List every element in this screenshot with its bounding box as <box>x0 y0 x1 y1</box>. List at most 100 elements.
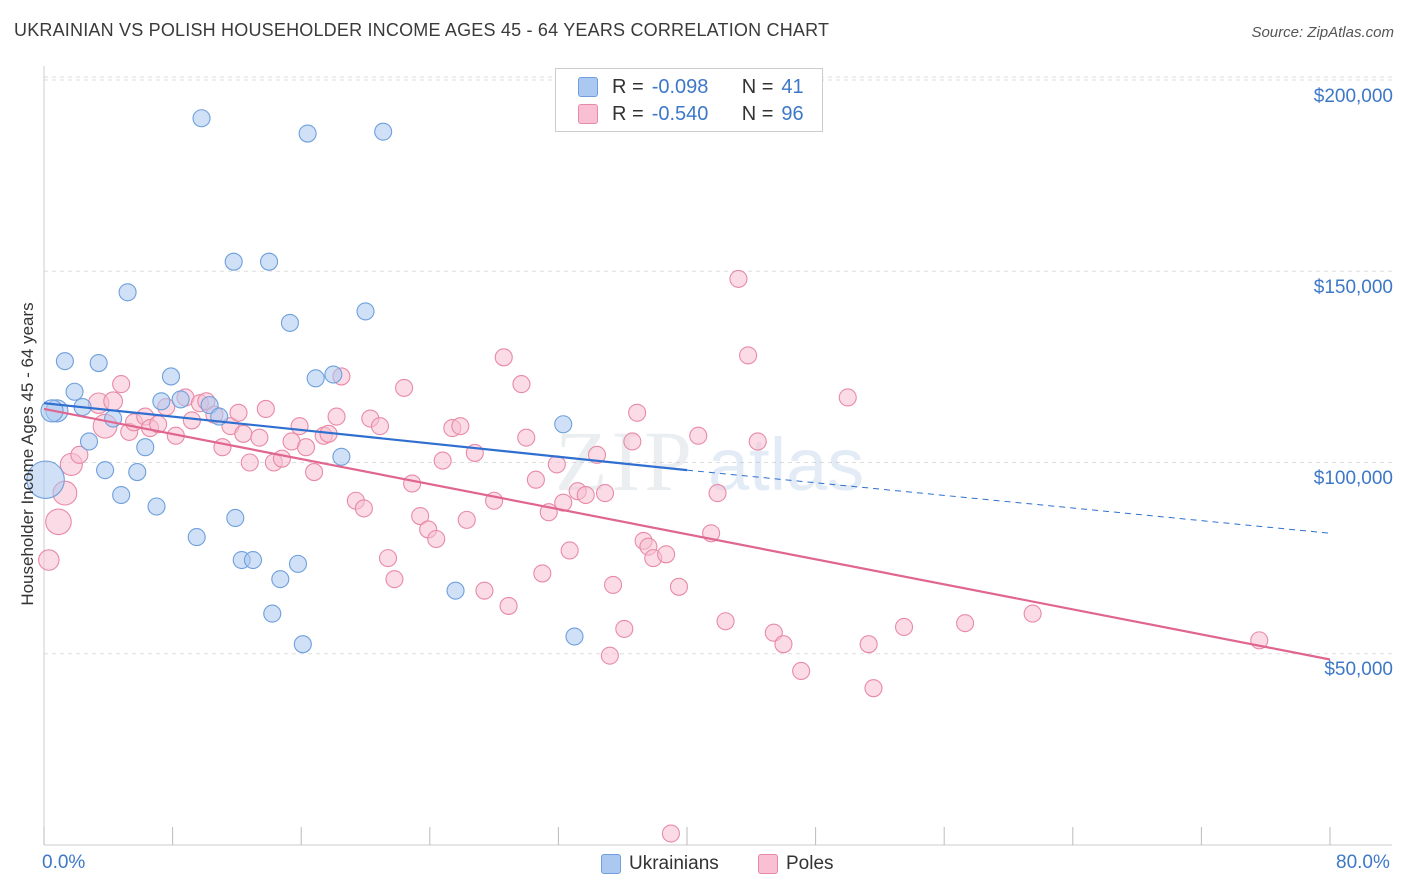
y-tick-200000: $200,000 <box>1313 86 1393 107</box>
source-label: Source: ZipAtlas.com <box>1251 24 1394 41</box>
poles-point <box>112 375 131 394</box>
ukrainians-point <box>192 109 211 128</box>
ukrainians-point <box>96 461 115 480</box>
stats-legend: R = -0.098 N = 41 R = -0.540 N = 96 <box>555 68 823 132</box>
bottom-legend-ukrainians: Ukrainians <box>601 852 719 876</box>
ukrainians-point <box>374 122 393 141</box>
poles-point <box>894 617 914 637</box>
poles-point <box>708 484 727 503</box>
legend-n-value-poles: 96 <box>781 102 804 125</box>
poles-point <box>403 474 422 493</box>
poles-point <box>547 455 566 474</box>
ukrainians-point <box>26 460 65 499</box>
poles-point <box>370 417 390 436</box>
ukrainians-point <box>288 554 308 573</box>
poles-point <box>512 375 531 394</box>
bottom-swatch-ukrainians <box>601 854 621 874</box>
poles-point <box>385 570 404 589</box>
poles-point <box>272 449 291 468</box>
poles-point <box>864 679 883 698</box>
poles-point <box>240 453 259 472</box>
ukrainians-point <box>161 367 181 386</box>
poles-point <box>378 549 398 568</box>
ukrainians-point <box>259 252 279 271</box>
ukrainians-point <box>324 365 343 384</box>
poles-point <box>411 506 430 526</box>
poles-point <box>595 484 615 503</box>
poles-point <box>838 388 857 407</box>
trend-lines <box>43 402 1331 661</box>
poles-point <box>250 428 269 447</box>
poles-point <box>427 529 446 549</box>
poles-point <box>623 432 642 451</box>
legend-n-label: N = <box>741 75 774 98</box>
poles-point <box>290 417 309 436</box>
y-tick-100000: $100,000 <box>1313 468 1393 489</box>
legend-swatch-ukrainians <box>578 77 598 97</box>
poles-point <box>533 564 552 583</box>
poles-point <box>327 407 346 426</box>
ukrainians-point <box>271 570 290 589</box>
ukrainians-point <box>89 353 108 373</box>
poles-point <box>182 411 201 430</box>
ukrainians-point <box>118 283 137 302</box>
ukrainians-point <box>332 447 351 466</box>
poles-point <box>748 432 767 451</box>
ukrainians-point <box>565 627 584 646</box>
ukrainians-point <box>226 508 245 528</box>
ukrainians-point <box>293 635 312 654</box>
ukrainians-point <box>280 313 299 332</box>
poles-point <box>395 378 414 397</box>
ukrainians-point <box>306 369 325 388</box>
poles-point <box>604 575 623 594</box>
legend-r-value-poles: -0.540 <box>651 102 709 125</box>
poles-point <box>615 619 634 638</box>
watermark-atlas: atlas <box>708 423 864 506</box>
poles-point <box>494 348 513 367</box>
ukrainians-point <box>147 497 166 516</box>
poles-point <box>600 646 619 665</box>
y-tick-150000: $150,000 <box>1313 277 1393 298</box>
poles-point <box>451 417 470 436</box>
poles-point <box>560 541 579 560</box>
ukrainians-point <box>171 390 190 409</box>
watermark: ZIP atlas <box>555 413 864 509</box>
ukrainians-point <box>79 432 99 451</box>
poles-point <box>234 424 253 443</box>
poles-point <box>587 445 607 464</box>
legend-n-value-ukrainians: 41 <box>781 75 804 98</box>
poles-point <box>499 596 518 615</box>
ukrainians-points <box>26 109 584 654</box>
legend-r-label: R = <box>612 75 644 98</box>
poles-point <box>517 428 536 447</box>
poles-point <box>576 485 595 505</box>
poles-point <box>739 346 758 365</box>
bottom-legend-poles: Poles <box>758 852 834 876</box>
poles-point <box>213 438 232 457</box>
legend-row-poles: R = -0.540 N = 96 <box>578 102 804 126</box>
ukrainians-trend-extension <box>686 469 1331 534</box>
ukrainians-point <box>112 485 131 505</box>
poles-point <box>657 545 676 564</box>
poles-point <box>792 661 811 681</box>
legend-r-label: R = <box>612 102 644 125</box>
legend-n-label: N = <box>741 102 774 125</box>
poles-points <box>38 269 1269 843</box>
ukrainians-point <box>446 581 465 600</box>
poles-point <box>70 445 89 464</box>
poles-point <box>229 403 248 422</box>
poles-point <box>661 824 680 843</box>
ukrainians-trend-line <box>43 402 688 472</box>
ukrainians-point <box>554 415 573 434</box>
poles-point <box>296 438 316 457</box>
axes <box>43 66 1392 846</box>
poles-point <box>526 470 545 489</box>
poles-point <box>956 614 975 633</box>
bottom-swatch-poles <box>758 854 778 874</box>
ukrainians-point <box>128 463 147 482</box>
ukrainians-point <box>187 528 206 547</box>
bottom-legend-label-poles: Poles <box>786 853 834 874</box>
poles-point <box>433 451 452 470</box>
poles-point <box>457 510 476 529</box>
poles-point <box>628 403 647 422</box>
